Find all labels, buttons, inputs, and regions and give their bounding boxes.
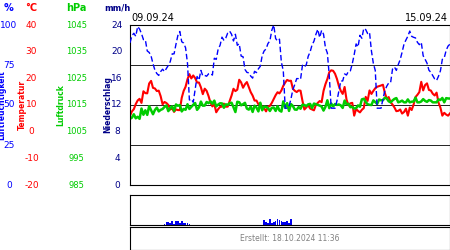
Bar <box>164 224 165 225</box>
Bar <box>184 223 186 225</box>
Text: °C: °C <box>26 3 37 13</box>
Bar <box>179 222 181 225</box>
Bar <box>279 220 280 225</box>
Bar <box>269 219 271 225</box>
Text: 1035: 1035 <box>66 47 87 56</box>
Bar <box>271 223 273 225</box>
Bar <box>284 222 286 225</box>
Bar <box>181 221 183 225</box>
Bar <box>263 220 265 225</box>
Text: hPa: hPa <box>66 3 87 13</box>
Bar <box>283 222 284 225</box>
Text: Niederschlag: Niederschlag <box>104 76 112 134</box>
Bar <box>273 222 274 225</box>
Bar <box>187 223 189 225</box>
Bar <box>169 223 171 225</box>
Text: Erstellt: 18.10.2024 11:36: Erstellt: 18.10.2024 11:36 <box>240 234 340 243</box>
Text: 0: 0 <box>6 180 12 190</box>
Text: -20: -20 <box>24 180 39 190</box>
Text: 1015: 1015 <box>66 100 87 110</box>
Text: 985: 985 <box>68 180 85 190</box>
Bar <box>177 221 179 225</box>
Bar <box>171 222 173 225</box>
Text: Temperatur: Temperatur <box>18 80 27 130</box>
Bar <box>166 222 167 225</box>
Bar <box>173 224 175 225</box>
Text: 1025: 1025 <box>66 74 87 83</box>
Text: Luftdruck: Luftdruck <box>56 84 65 126</box>
Text: 15.09.24: 15.09.24 <box>405 14 448 24</box>
Text: 995: 995 <box>68 154 85 163</box>
Text: 10: 10 <box>26 100 37 110</box>
Text: 40: 40 <box>26 20 37 30</box>
Text: 1045: 1045 <box>66 20 87 30</box>
Bar <box>277 219 279 225</box>
Text: -10: -10 <box>24 154 39 163</box>
Text: 75: 75 <box>3 60 15 70</box>
Bar <box>288 223 290 225</box>
Bar <box>267 223 269 225</box>
Text: 30: 30 <box>26 47 37 56</box>
Bar <box>290 219 292 225</box>
Text: 0: 0 <box>29 127 34 136</box>
Text: 1005: 1005 <box>66 127 87 136</box>
Bar <box>183 223 184 225</box>
Text: Luftfeuchtigkeit: Luftfeuchtigkeit <box>0 70 7 140</box>
Bar <box>167 222 169 225</box>
Text: 24: 24 <box>112 20 122 30</box>
Text: 50: 50 <box>3 100 15 110</box>
Bar <box>189 224 190 225</box>
Bar <box>275 221 276 225</box>
Text: 8: 8 <box>114 127 120 136</box>
Text: %: % <box>4 3 14 13</box>
Text: 20: 20 <box>111 47 123 56</box>
Bar <box>175 221 177 225</box>
Text: 100: 100 <box>0 20 18 30</box>
Text: 12: 12 <box>111 100 123 110</box>
Bar <box>280 221 282 225</box>
Bar <box>286 221 288 225</box>
Text: mm/h: mm/h <box>104 4 130 13</box>
Text: 4: 4 <box>114 154 120 163</box>
Text: 0: 0 <box>114 180 120 190</box>
Text: 25: 25 <box>3 140 15 149</box>
Text: 09.09.24: 09.09.24 <box>131 14 175 24</box>
Text: 20: 20 <box>26 74 37 83</box>
Text: 16: 16 <box>111 74 123 83</box>
Bar <box>265 222 267 225</box>
